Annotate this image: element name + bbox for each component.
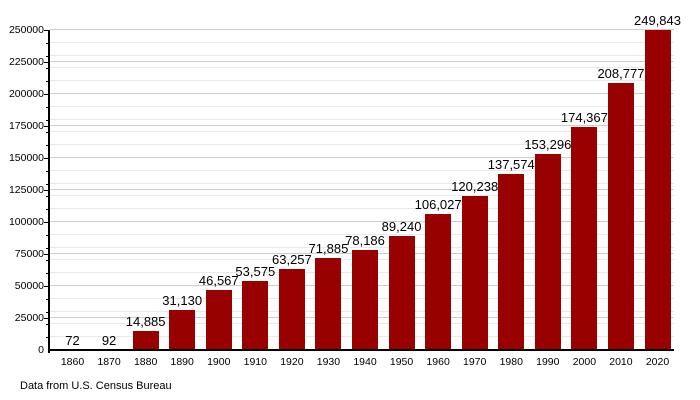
gridline-minor xyxy=(50,118,674,120)
y-tick-major xyxy=(44,318,50,319)
bar-value-label: 14,885 xyxy=(125,313,166,329)
gridline-major xyxy=(50,93,674,94)
bar-value-label: 92 xyxy=(101,332,117,348)
gridline-minor xyxy=(50,144,674,146)
gridline-minor xyxy=(50,105,674,107)
gridline-minor xyxy=(50,169,674,171)
bar xyxy=(315,258,342,350)
bar xyxy=(571,126,598,350)
bar-value-label: 72 xyxy=(65,332,80,348)
x-tick-label: 1940 xyxy=(353,356,377,368)
bar-value-label: 31,130 xyxy=(162,293,203,309)
y-tick-major xyxy=(44,190,50,191)
bar xyxy=(607,82,634,350)
x-tick-label: 1870 xyxy=(97,356,121,368)
gridline-major xyxy=(50,189,674,190)
x-tick-label: 1910 xyxy=(243,356,267,368)
bar xyxy=(425,214,452,350)
bar-value-label: 46,567 xyxy=(198,273,239,289)
y-tick-major xyxy=(44,286,50,287)
x-tick-label: 1990 xyxy=(536,356,560,368)
bar-value-label: 249,843 xyxy=(634,13,681,29)
bar xyxy=(169,310,196,350)
bar xyxy=(534,153,561,350)
gridline-major xyxy=(50,29,674,30)
bar xyxy=(205,290,232,350)
gridline-major xyxy=(50,221,674,222)
gridline-minor xyxy=(50,182,674,184)
y-tick-major xyxy=(44,254,50,255)
bar-value-label: 71,885 xyxy=(308,241,349,256)
gridline-minor xyxy=(50,41,674,43)
x-tick-label: 1930 xyxy=(316,356,341,368)
gridline-minor xyxy=(50,131,674,133)
y-tick-label: 25000 xyxy=(14,312,44,324)
x-tick-label: 1900 xyxy=(207,356,231,368)
gridline-minor xyxy=(50,246,674,248)
bar xyxy=(278,269,305,350)
y-axis-line xyxy=(48,30,50,353)
x-tick-label: 2010 xyxy=(609,356,633,368)
x-tick-label: 1880 xyxy=(133,356,158,368)
bar-value-label: 208,777 xyxy=(597,65,645,81)
y-tick-major xyxy=(44,62,50,63)
y-tick-label: 0 xyxy=(38,344,44,356)
bar-value-label: 120,238 xyxy=(451,179,499,195)
x-tick-label: 1860 xyxy=(60,356,85,368)
y-tick-major xyxy=(44,94,50,95)
gridline-minor xyxy=(50,54,674,56)
gridline-minor xyxy=(50,208,674,210)
y-tick-major xyxy=(44,158,50,159)
bar xyxy=(352,249,378,350)
x-tick-label: 1890 xyxy=(170,356,194,368)
y-tick-label: 225000 xyxy=(8,56,44,68)
x-tick-label: 1960 xyxy=(426,356,450,368)
y-tick-label: 50000 xyxy=(14,280,44,292)
y-tick-label: 150000 xyxy=(8,152,44,164)
bar xyxy=(242,281,269,350)
y-tick-major xyxy=(44,222,50,223)
bar xyxy=(132,330,159,350)
gridline-minor xyxy=(50,80,674,82)
gridline-minor xyxy=(50,67,674,69)
x-tick-label: 2020 xyxy=(645,356,670,368)
plot-area: 0 25000 50000 75000 100000 125000 150000 175000… xyxy=(9,14,681,368)
bar-value-label: 153,296 xyxy=(524,136,572,152)
y-tick-label: 200000 xyxy=(8,88,44,100)
y-tick-label: 125000 xyxy=(8,184,44,196)
bar-value-label: 89,240 xyxy=(381,218,422,234)
y-tick-major xyxy=(44,30,50,31)
x-tick-label: 1950 xyxy=(389,356,414,368)
bar xyxy=(498,173,525,350)
y-tick-label: 175000 xyxy=(8,120,44,132)
y-tick-label: 100000 xyxy=(8,216,44,228)
bar-value-label: 53,575 xyxy=(235,264,276,280)
y-tick-label: 75000 xyxy=(14,248,44,260)
bar xyxy=(461,196,488,350)
gridline-major xyxy=(50,61,674,62)
gridline-minor xyxy=(50,233,674,235)
gridline-minor xyxy=(50,195,674,197)
bar-value-label: 63,257 xyxy=(271,252,312,268)
x-tick-label: 1920 xyxy=(280,356,304,368)
bar-value-label: 78,186 xyxy=(345,232,385,248)
bar xyxy=(388,235,415,350)
bar xyxy=(644,30,671,350)
x-tick-label: 2000 xyxy=(572,356,597,368)
gridline-major xyxy=(50,125,674,126)
y-tick-label: 250000 xyxy=(8,24,44,36)
x-axis-line xyxy=(48,349,674,351)
bar-value-label: 174,367 xyxy=(560,109,608,125)
bar-value-label: 137,574 xyxy=(487,156,535,172)
bar-value-label: 106,027 xyxy=(414,197,462,213)
caption: Data from U.S. Census Bureau xyxy=(20,380,172,392)
x-tick-label: 1980 xyxy=(499,356,523,368)
y-tick-major xyxy=(44,126,50,127)
gridline-major xyxy=(50,157,674,158)
x-tick-label: 1970 xyxy=(463,356,487,368)
